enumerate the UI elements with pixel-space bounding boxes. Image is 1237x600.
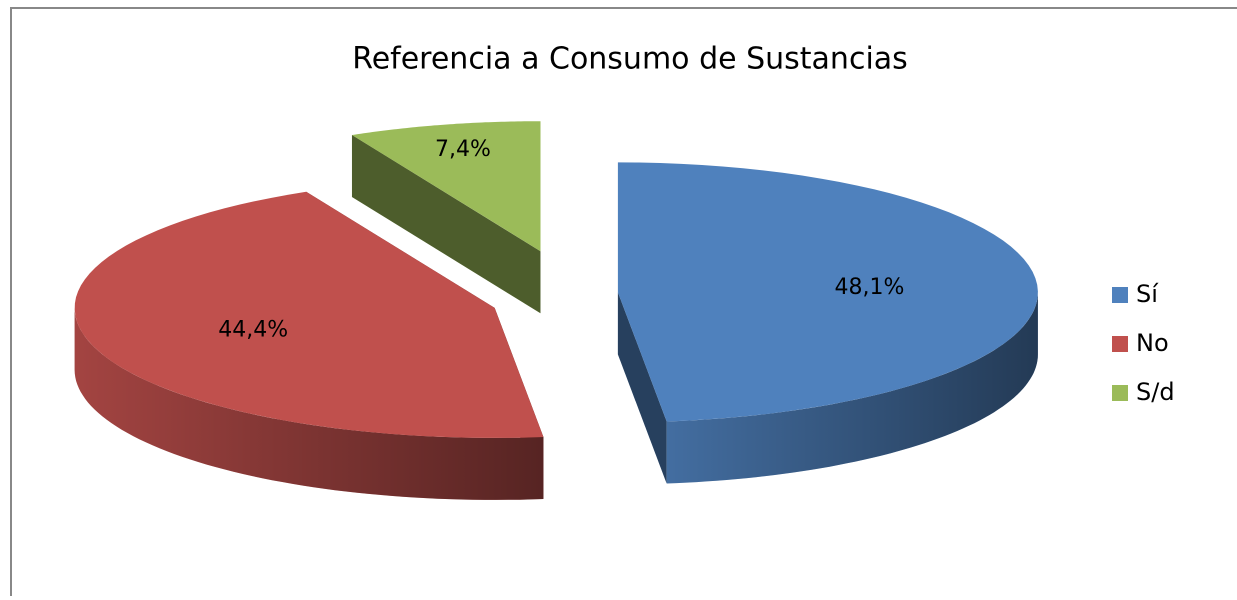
legend: Sí No S/d: [1112, 280, 1175, 406]
slice-wall-shade: [666, 292, 1038, 484]
legend-label: Sí: [1136, 280, 1159, 308]
slice: [352, 121, 541, 252]
data-label: 44,4%: [218, 317, 288, 342]
slice: [74, 191, 544, 438]
slice-side-shade: [351, 135, 541, 314]
legend-swatch: [1112, 336, 1128, 352]
slice-side-shade: [617, 292, 667, 484]
chart-title: Referencia a Consumo de Sustancias: [352, 42, 908, 77]
slice: [617, 162, 1038, 422]
data-label: 7,4%: [435, 137, 491, 162]
legend-swatch: [1112, 287, 1128, 303]
legend-label: No: [1136, 329, 1169, 357]
slice-wall-shade: [74, 307, 544, 500]
data-label: 48,1%: [835, 275, 905, 300]
legend-swatch: [1112, 385, 1128, 401]
pie: 48,1% 44,4% 7,4%: [74, 121, 1038, 500]
legend-label: S/d: [1136, 378, 1175, 406]
